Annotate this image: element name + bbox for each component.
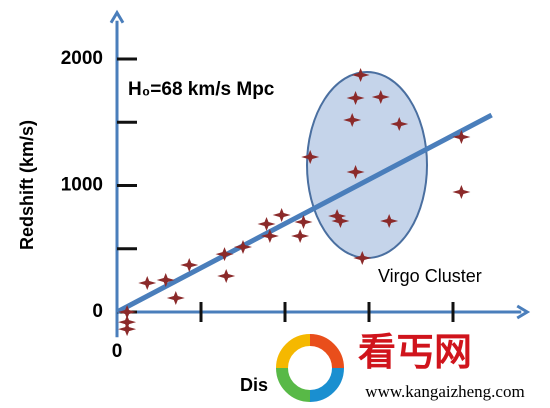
- data-point: [371, 89, 390, 104]
- x-axis-label: Dis: [240, 375, 268, 395]
- data-point: [346, 164, 365, 179]
- data-point: [452, 130, 471, 145]
- virgo-region: [306, 71, 428, 259]
- data-point: [166, 290, 185, 305]
- data-point: [346, 90, 365, 105]
- watermark-url: www.kangaizheng.com: [365, 382, 524, 401]
- data-point: [217, 268, 236, 283]
- y-axis-label: Redshift (km/s): [17, 120, 37, 250]
- data-point: [294, 215, 313, 230]
- y-tick-label: 1000: [61, 175, 103, 196]
- watermark-logo: [276, 334, 344, 402]
- fit-line: [115, 112, 493, 315]
- data-point: [351, 67, 370, 82]
- data-point: [301, 150, 320, 165]
- data-point: [452, 184, 471, 199]
- data-point: [138, 276, 157, 291]
- y-tick-label: 0: [92, 301, 103, 322]
- data-point: [343, 112, 362, 127]
- data-point: [328, 208, 347, 223]
- data-point: [291, 228, 310, 243]
- data-point: [380, 214, 399, 229]
- data-point: [180, 257, 199, 272]
- data-point: [390, 117, 409, 132]
- y-tick-label: 2000: [61, 48, 103, 69]
- data-point: [118, 322, 137, 337]
- watermark-title: 看丐网: [358, 332, 472, 374]
- data-point: [331, 214, 350, 229]
- data-point: [272, 207, 291, 222]
- data-point: [234, 239, 252, 254]
- data-point: [215, 247, 234, 262]
- data-point: [118, 305, 137, 319]
- data-point: [260, 228, 279, 243]
- data-point: [156, 272, 175, 287]
- plot-area: 0 1000 2000 0: [61, 9, 531, 362]
- y-axis-arrow: [109, 9, 125, 24]
- data-point: [257, 216, 276, 231]
- region-label: Virgo Cluster: [378, 266, 482, 286]
- annotation: H₀=68 km/s Mpc: [128, 79, 275, 100]
- x-axis-arrow: [516, 304, 531, 320]
- data-point: [353, 250, 372, 265]
- x-tick-label: 0: [112, 341, 123, 362]
